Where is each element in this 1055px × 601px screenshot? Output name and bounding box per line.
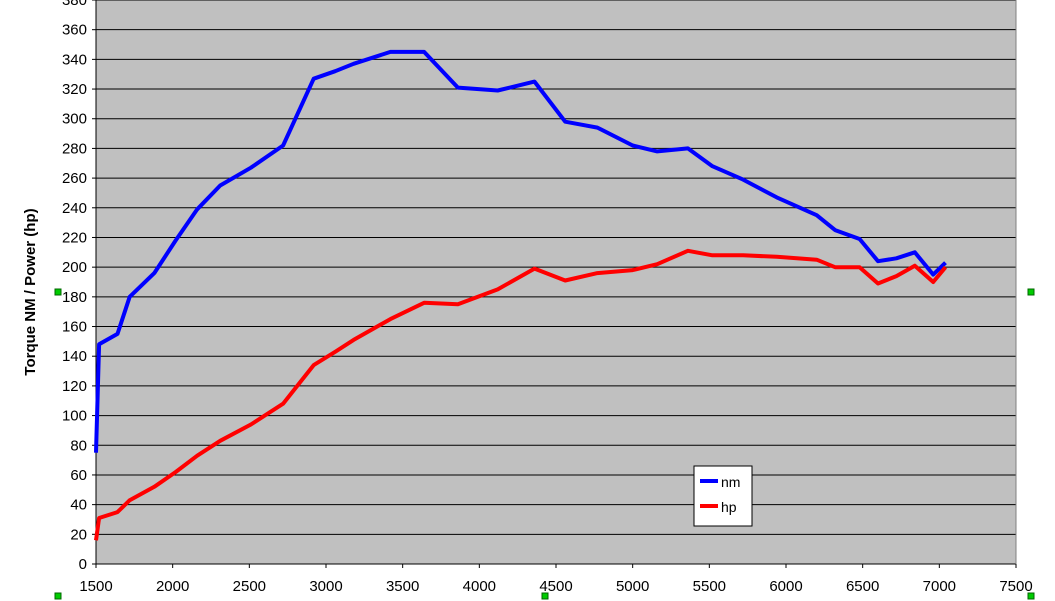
y-tick-label: 360: [62, 22, 87, 39]
y-axis-label: Torque NM / Power (hp): [22, 208, 39, 375]
x-tick-label: 5500: [693, 578, 726, 595]
x-tick-label: 4000: [463, 578, 496, 595]
selection-handle-bottom-right[interactable]: [1027, 592, 1035, 600]
y-tick-label: 20: [70, 526, 87, 543]
y-tick-label: 380: [62, 0, 87, 9]
y-tick-label: 60: [70, 467, 87, 484]
y-tick-label: 160: [62, 319, 87, 336]
selection-handle-bottom-left[interactable]: [54, 592, 62, 600]
x-tick-label: 6500: [846, 578, 879, 595]
grid-lines: [96, 0, 1016, 535]
series-group: [94, 49, 948, 541]
y-tick-label: 300: [62, 111, 87, 128]
x-tick-label: 1500: [79, 578, 112, 595]
series-line-nm: [94, 49, 947, 453]
series-line-hp: [94, 248, 948, 541]
y-tick-label: 120: [62, 378, 87, 395]
x-tick-label: 7000: [923, 578, 956, 595]
x-tick-labels: 1500 2000 2500 3000 3500 4000 4500 5000 5500 6000…: [79, 578, 1032, 595]
x-tick-label: 5000: [616, 578, 649, 595]
x-tick-label: 3000: [309, 578, 342, 595]
y-tick-label: 200: [62, 259, 87, 276]
legend-label-hp: hp: [721, 499, 737, 515]
selection-handle-left[interactable]: [54, 288, 62, 296]
x-tick-label: 2000: [156, 578, 189, 595]
y-tick-label: 140: [62, 348, 87, 365]
selection-handle-right[interactable]: [1027, 288, 1035, 296]
selection-handle-bottom-center[interactable]: [541, 592, 549, 600]
y-tick-label: 80: [70, 437, 87, 454]
y-tick-label: 280: [62, 140, 87, 157]
legend-label-nm: nm: [721, 474, 740, 490]
y-tick-label: 180: [62, 289, 87, 306]
legend-box: [693, 465, 753, 527]
x-tick-label: 7500: [999, 578, 1032, 595]
y-tick-label: 0: [79, 556, 87, 573]
y-tick-labels: 0 20 40 60 80 100 120 140 160 180 200 220 240 260 280 3…: [62, 0, 87, 573]
legend[interactable]: nm hp: [693, 465, 753, 527]
y-tick-label: 260: [62, 170, 87, 187]
y-tick-label: 240: [62, 200, 87, 217]
y-tick-label: 220: [62, 229, 87, 246]
y-tick-label: 320: [62, 81, 87, 98]
y-tick-label: 340: [62, 51, 87, 68]
x-tick-label: 6000: [769, 578, 802, 595]
x-tick-label: 2500: [233, 578, 266, 595]
axes: [92, 0, 1017, 568]
x-tick-label: 4500: [539, 578, 572, 595]
y-tick-label: 40: [70, 497, 87, 514]
y-tick-label: 100: [62, 408, 87, 425]
plot-area: [96, 0, 1016, 564]
x-tick-label: 3500: [386, 578, 419, 595]
